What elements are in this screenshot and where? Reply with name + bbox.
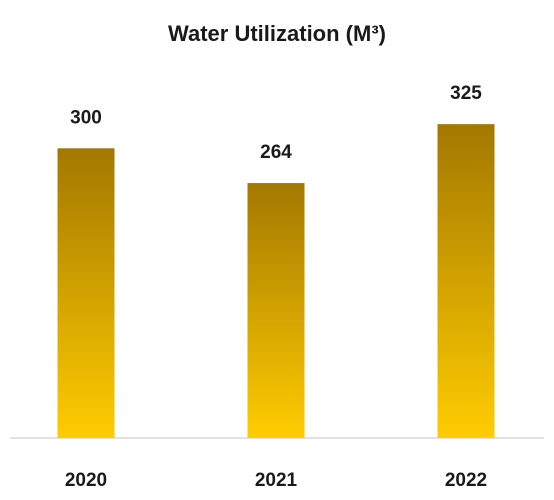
value-label: 264 [260, 142, 292, 163]
bar [57, 148, 115, 439]
bar [247, 183, 305, 438]
bar [437, 124, 495, 439]
x-tick-label: 2020 [65, 470, 107, 491]
value-label: 300 [70, 107, 102, 128]
x-tick-label: 2021 [255, 470, 298, 491]
chart-title: Water Utilization (M³) [168, 21, 386, 46]
x-tick-label: 2022 [445, 470, 487, 491]
value-label: 325 [450, 83, 482, 104]
